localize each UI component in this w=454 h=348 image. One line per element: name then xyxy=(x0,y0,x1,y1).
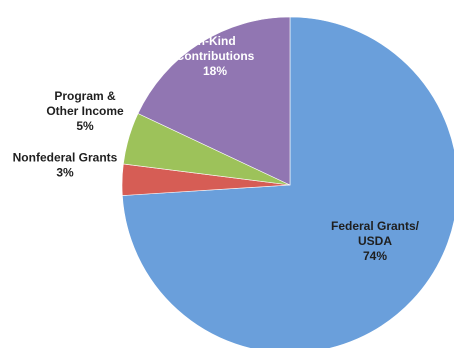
slice-name-line: Federal Grants/ xyxy=(331,219,420,233)
slice-name-line: In-Kind xyxy=(194,34,235,48)
slice-name-line: Contributions xyxy=(176,49,255,63)
slice-name-line: USDA xyxy=(358,234,392,248)
slice-percent-label: 3% xyxy=(56,166,74,180)
slice-percent-label: 18% xyxy=(203,64,227,78)
slice-label-program-other-income: Program & Other Income 5% xyxy=(46,89,124,133)
slice-percent-label: 5% xyxy=(76,119,94,133)
slices-group xyxy=(122,17,454,348)
slice-percent-label: 74% xyxy=(363,249,387,263)
slice-label-nonfederal-grants: Nonfederal Grants 3% xyxy=(13,151,118,180)
slice-name-line: Nonfederal Grants xyxy=(13,151,118,165)
slice-name-line: Program & xyxy=(54,89,116,103)
slice-name-line: Other Income xyxy=(46,104,124,118)
